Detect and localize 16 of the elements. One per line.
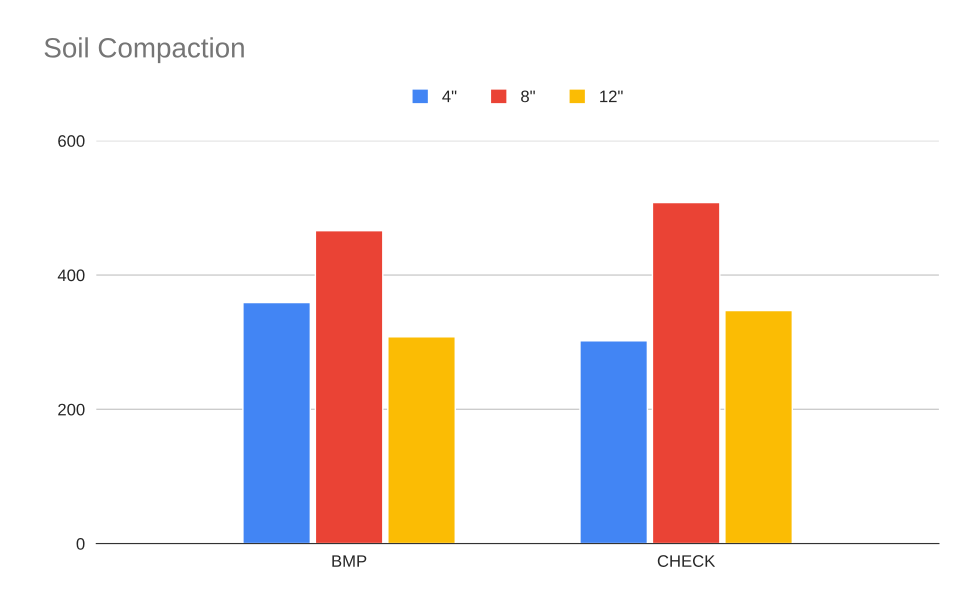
bar	[314, 230, 384, 544]
chart-title: Soil Compaction	[44, 37, 244, 64]
x-tick-label: CHECK	[658, 555, 716, 567]
y-tick-label: 0	[76, 538, 85, 550]
legend-label: 12"	[600, 90, 623, 102]
y-tick-label: 200	[58, 404, 85, 416]
bar	[724, 310, 794, 544]
bar	[242, 302, 312, 544]
y-tick-label: 400	[58, 269, 85, 282]
x-tick-label: BMP	[332, 555, 366, 567]
legend-label: 4"	[442, 90, 456, 102]
legend-label: 8"	[521, 90, 535, 102]
bar	[387, 336, 456, 544]
y-tick-label: 600	[58, 135, 85, 147]
bar	[652, 202, 721, 544]
bar	[579, 340, 648, 544]
